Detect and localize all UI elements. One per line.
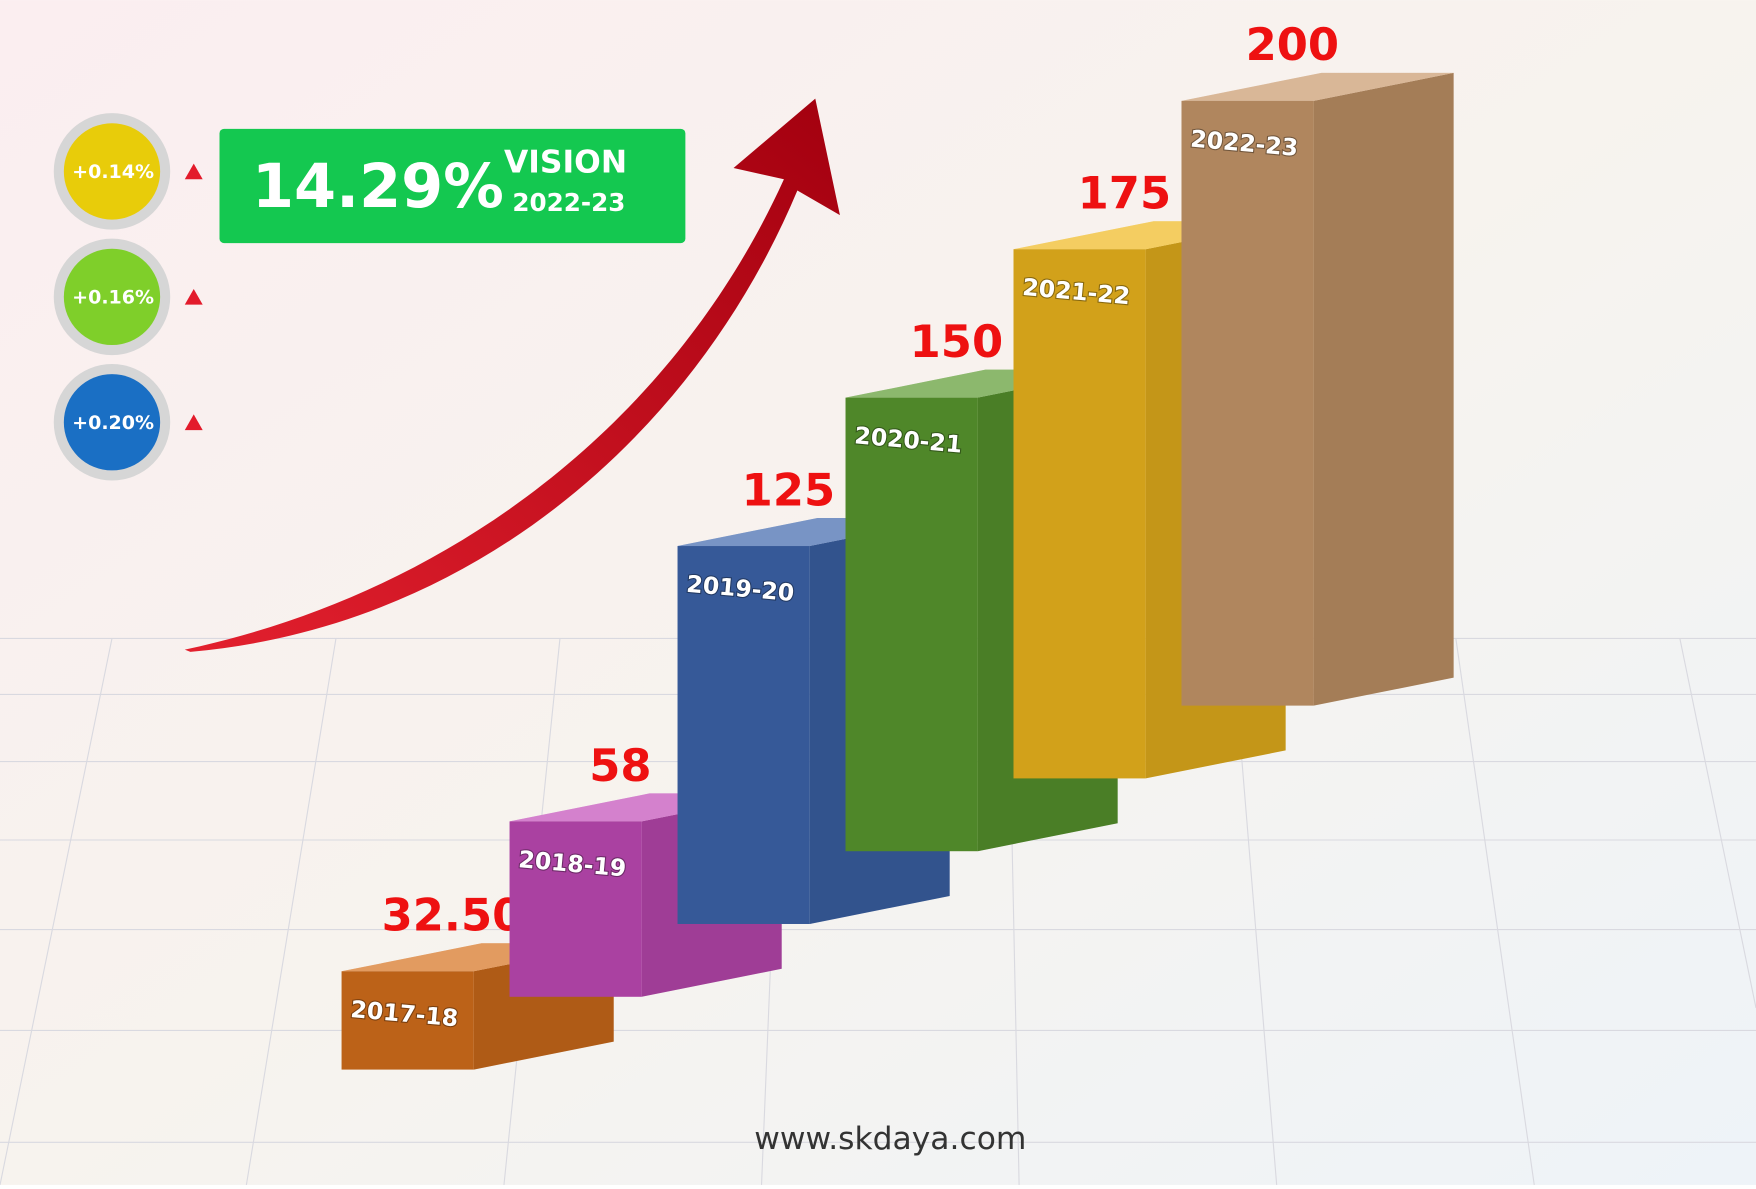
value-label: 200 (1246, 18, 1339, 71)
value-label: 150 (910, 315, 1003, 368)
bar-top-shade (1181, 72, 1454, 101)
badge-label: +0.14% (72, 161, 154, 183)
up-triangle (184, 414, 203, 431)
up-triangle (184, 163, 203, 180)
badges: +0.14% +0.16% +0.20% (53, 113, 203, 481)
highlight-value: 14.29% (252, 152, 504, 222)
bars: 2017-1832.502018-19582019-201252020-2115… (341, 18, 1454, 1070)
bar (845, 397, 978, 852)
bar (677, 546, 810, 924)
bar-side (1313, 72, 1454, 706)
bar-shade (509, 821, 642, 997)
badge-label: +0.16% (72, 286, 154, 308)
up-triangle (184, 289, 203, 305)
bar-top (1181, 72, 1454, 101)
badge (63, 248, 161, 346)
category-label: 2022-23 (1189, 125, 1299, 162)
value-label: 175 (1078, 167, 1171, 220)
bar-shade (1181, 100, 1314, 706)
growth-arrow (184, 98, 840, 652)
bar-shade (845, 397, 978, 852)
bar (1013, 249, 1146, 779)
value-label: 32.50 (382, 889, 524, 942)
value-label: 58 (589, 739, 651, 792)
bar (341, 971, 474, 1070)
value-label: 125 (742, 463, 835, 516)
badge (63, 374, 161, 471)
footer: www.skdaya.com (754, 1121, 1026, 1157)
bar-shade (677, 546, 810, 924)
bar (509, 821, 642, 997)
bar (1181, 100, 1314, 706)
bar-shade (1013, 249, 1146, 779)
highlight-title: VISION (504, 145, 627, 181)
bar-side-shade (1313, 72, 1454, 706)
bar-shade (341, 971, 474, 1070)
highlight-period: 2022-23 (512, 188, 625, 217)
badge (63, 123, 161, 220)
badge-label: +0.20% (72, 412, 154, 434)
highlight-box (219, 128, 686, 244)
